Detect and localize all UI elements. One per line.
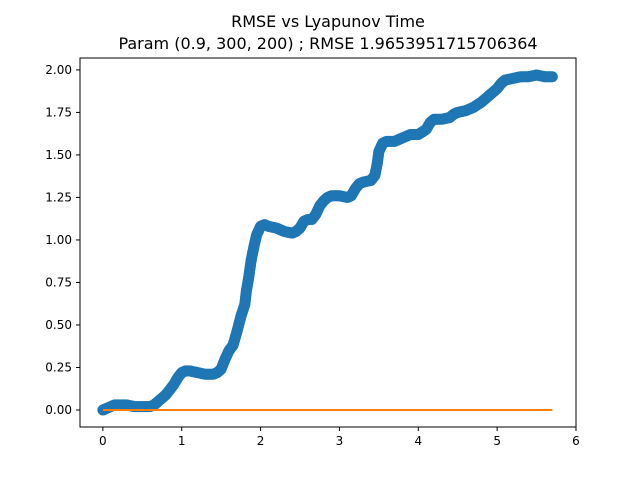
- x-tick-label: 0: [99, 434, 107, 448]
- chart-title: RMSE vs Lyapunov Time: [231, 12, 425, 31]
- chart-subtitle: Param (0.9, 300, 200) ; RMSE 1.965395171…: [118, 34, 537, 53]
- x-tick-label: 1: [178, 434, 186, 448]
- data-point: [546, 71, 558, 83]
- y-tick-label: 1.75: [45, 105, 72, 119]
- y-tick-label: 0.25: [45, 360, 72, 374]
- x-tick-label: 4: [414, 434, 422, 448]
- y-tick-label: 0.75: [45, 275, 72, 289]
- x-tick-label: 6: [572, 434, 580, 448]
- y-tick-label: 0.00: [45, 403, 72, 417]
- plot-frame: [79, 57, 577, 428]
- y-axis: 0.00 0.25 0.50 0.75 1.00 1.25 1.50 1.75 2.00: [45, 63, 80, 417]
- y-tick-label: 1.50: [45, 148, 72, 162]
- y-tick-label: 2.00: [45, 63, 72, 77]
- y-tick-label: 0.50: [45, 318, 72, 332]
- x-tick-label: 3: [336, 434, 344, 448]
- series-rmse: [97, 69, 558, 416]
- y-tick-label: 1.25: [45, 190, 72, 204]
- x-tick-label: 5: [493, 434, 501, 448]
- x-axis: 0 1 2 3 4 5 6: [99, 427, 580, 448]
- plot-series: [97, 69, 558, 416]
- y-tick-label: 1.00: [45, 233, 72, 247]
- x-tick-label: 2: [257, 434, 265, 448]
